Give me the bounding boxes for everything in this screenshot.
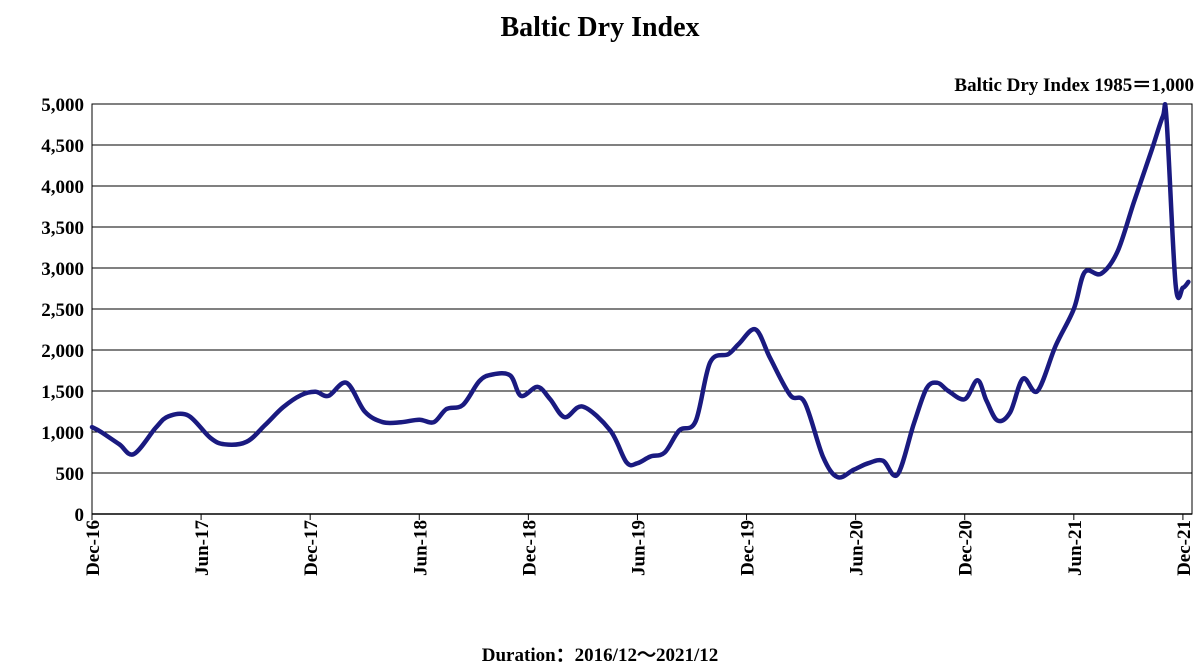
x-tick-label: Dec-18 — [519, 520, 540, 576]
x-tick-label: Jun-20 — [847, 520, 868, 576]
x-tick-label: Dec-16 — [83, 520, 104, 576]
chart-footer: Duration：2016/12～2021/12 — [481, 645, 719, 666]
x-tick-label: Dec-20 — [956, 520, 977, 576]
y-tick-label: 1,000 — [41, 423, 84, 444]
y-tick-label: 1,500 — [41, 382, 84, 403]
label-layer: 0 500 1,000 1,500 2,000 2,500 3,000 3,500 4,000 4… — [41, 95, 1195, 576]
series-layer — [89, 102, 1191, 480]
y-tick-label: 2,500 — [41, 300, 84, 321]
chart-title: Baltic Dry Index — [500, 12, 700, 43]
axis-layer — [91, 103, 1193, 520]
y-tick-label: 5,000 — [41, 95, 84, 116]
y-tick-label: 4,500 — [41, 136, 84, 157]
y-tick-label: 2,000 — [41, 341, 84, 362]
x-tick-label: Jun-19 — [628, 520, 649, 576]
y-tick-label: 3,500 — [41, 218, 84, 239]
y-tick-label: 4,000 — [41, 177, 84, 198]
x-tick-label: Jun-17 — [192, 520, 213, 576]
x-tick-label: Dec-21 — [1174, 520, 1195, 576]
x-tick-label: Jun-18 — [410, 520, 431, 576]
grid-layer — [92, 103, 1192, 474]
x-tick-label: Dec-19 — [738, 520, 759, 576]
series-line-bdi — [89, 102, 1191, 480]
y-tick-label: 500 — [56, 464, 85, 485]
x-tick-label: Dec-17 — [301, 520, 322, 576]
chart-note: Baltic Dry Index 1985＝1,000 — [954, 75, 1194, 96]
x-tick-label: Jun-21 — [1065, 520, 1086, 576]
y-tick-label: 3,000 — [41, 259, 84, 280]
y-tick-label: 0 — [75, 505, 85, 526]
